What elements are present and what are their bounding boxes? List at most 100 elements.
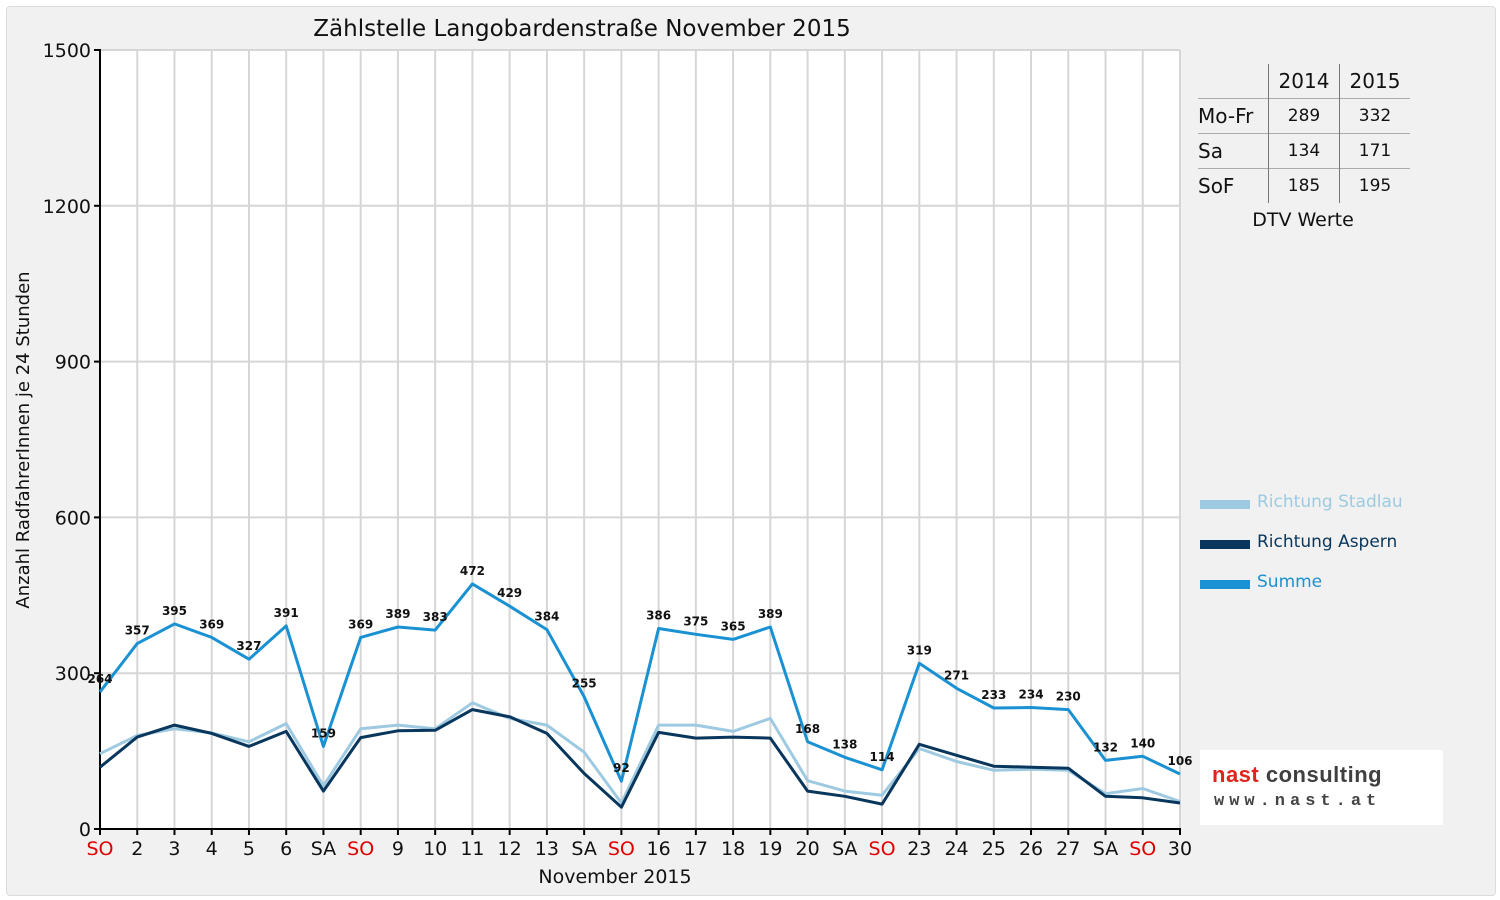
x-tick-label: 24 (944, 838, 968, 860)
dtv-col-header: 2014 (1268, 64, 1340, 99)
data-label: 230 (1056, 690, 1081, 704)
series-line (99, 701, 1181, 805)
x-tick-label: 23 (907, 838, 931, 860)
x-tick-label: 27 (1056, 838, 1080, 860)
dtv-cell: 332 (1339, 98, 1410, 134)
data-label: 395 (162, 604, 187, 618)
dtv-table: 2014 2015 Mo-Fr 289 332 Sa 134 171 SoF 1… (1198, 64, 1410, 203)
data-label: 168 (795, 722, 820, 736)
x-tick-label: 13 (535, 838, 559, 860)
grid (99, 49, 1181, 830)
data-label: 389 (385, 607, 410, 621)
data-label: 365 (721, 619, 746, 633)
x-tick-label: 10 (423, 838, 447, 860)
y-tick-label: 1500 (43, 40, 91, 62)
x-tick-label: SA (1093, 838, 1118, 860)
dtv-row-label: SoF (1198, 168, 1269, 203)
data-label: 234 (1019, 687, 1044, 701)
x-tick-label: 26 (1019, 838, 1043, 860)
data-label: 114 (870, 750, 895, 764)
series-line (98, 582, 1181, 783)
x-tick-label: SA (311, 838, 336, 860)
y-tick-label: 300 (55, 663, 91, 685)
data-label: 386 (646, 609, 671, 623)
x-tick-label: 5 (243, 838, 255, 860)
dtv-cell: 171 (1339, 133, 1410, 169)
data-label: 159 (311, 726, 336, 740)
dtv-row: Mo-Fr 289 332 (1198, 98, 1410, 134)
data-label: 327 (236, 639, 261, 653)
data-label: 255 (572, 677, 597, 691)
data-label: 264 (87, 672, 112, 686)
data-labels: 264 357 395 369 327 391 159 369 389 383 472 429 384 2… (87, 564, 1192, 775)
x-tick-label: 16 (647, 838, 671, 860)
x-tick-label: 18 (721, 838, 745, 860)
x-tick-label: SO (869, 838, 896, 860)
x-tick-label: 12 (498, 838, 522, 860)
dtv-cell: 185 (1268, 168, 1340, 203)
x-axis-title: November 2015 (538, 866, 691, 888)
dtv-row-label: Mo-Fr (1198, 98, 1269, 134)
legend-label: Richtung Aspern (1257, 532, 1398, 552)
data-label: 140 (1130, 736, 1155, 750)
data-label: 106 (1167, 754, 1192, 768)
data-label: 384 (534, 610, 559, 624)
dtv-corner-cell (1198, 64, 1269, 99)
legend-swatch (1200, 500, 1250, 509)
dtv-caption: DTV Werte (1252, 209, 1354, 231)
series (98, 582, 1181, 809)
logo-word: consulting (1265, 762, 1383, 787)
y-tick-label: 0 (79, 819, 91, 841)
x-tick-label: 30 (1168, 838, 1192, 860)
x-tick-label: 19 (758, 838, 782, 860)
y-tick-label: 1200 (43, 196, 91, 218)
x-tick-label: 2 (131, 838, 143, 860)
data-label: 357 (125, 624, 150, 638)
x-tick-label: 17 (684, 838, 708, 860)
x-tick-label: 6 (280, 838, 292, 860)
y-tick-label: 900 (55, 352, 91, 374)
legend-swatch (1200, 540, 1250, 549)
data-label: 271 (944, 668, 969, 682)
data-label: 429 (497, 586, 522, 600)
x-tick-label: SA (571, 838, 596, 860)
dtv-cell: 134 (1268, 133, 1340, 169)
dtv-cell: 195 (1339, 168, 1410, 203)
data-label: 138 (832, 737, 857, 751)
y-axis-title: Anzahl RadfahrerInnen je 24 Stunden (13, 271, 34, 608)
chart-title: Zählstelle Langobardenstraße November 20… (313, 16, 850, 42)
x-tick-label: SA (832, 838, 857, 860)
x-tick-label: SO (1129, 838, 1156, 860)
x-tick-label: SO (86, 838, 113, 860)
dtv-row-label: Sa (1198, 133, 1269, 169)
logo-word: nast (1212, 762, 1260, 787)
data-label: 383 (423, 610, 448, 624)
series-line (99, 708, 1181, 809)
logo-wordmark: nast consulting (1212, 762, 1382, 788)
data-label: 369 (348, 617, 373, 631)
legend-label: Summe (1257, 572, 1323, 592)
y-tick-label: 600 (55, 507, 91, 529)
x-tick-label: 11 (460, 838, 484, 860)
data-label: 132 (1093, 740, 1118, 754)
x-tick-label: SO (347, 838, 374, 860)
x-tick-label: 25 (982, 838, 1006, 860)
data-label: 233 (981, 688, 1006, 702)
x-tick-label: 4 (206, 838, 218, 860)
x-tick-label: 9 (392, 838, 404, 860)
data-label: 472 (460, 564, 485, 578)
data-label: 389 (758, 607, 783, 621)
legend-swatch (1200, 580, 1250, 589)
plot-area (100, 50, 1180, 829)
x-tick-label: SO (608, 838, 635, 860)
dtv-col-header: 2015 (1339, 64, 1410, 99)
dtv-row: SoF 185 195 (1198, 168, 1410, 203)
data-label: 375 (683, 614, 708, 628)
x-tick-label: 3 (168, 838, 180, 860)
company-logo: nast consulting www.nast.at (1200, 750, 1443, 825)
data-label: 391 (274, 606, 299, 620)
logo-url: www.nast.at (1214, 792, 1382, 811)
data-label: 369 (199, 617, 224, 631)
